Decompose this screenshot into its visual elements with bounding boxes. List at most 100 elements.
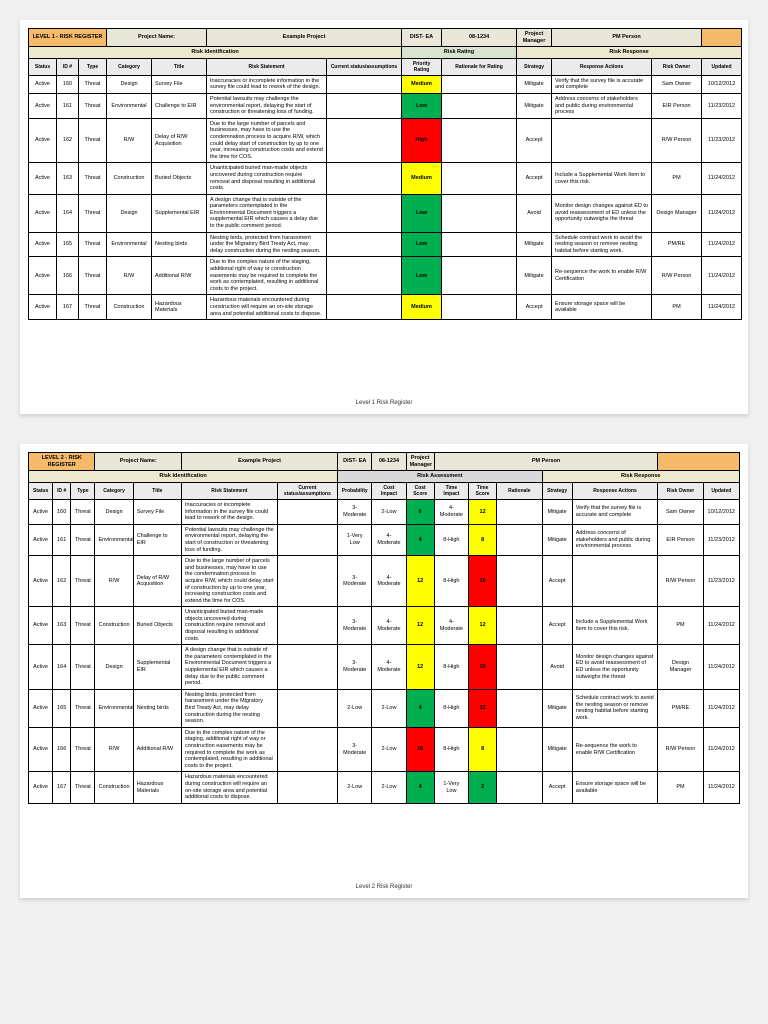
table-cell: 8-High xyxy=(434,645,468,690)
table-cell: Supplemental EIR xyxy=(152,194,207,232)
time-score-cell: 20 xyxy=(469,645,497,690)
table-cell: 11/24/2012 xyxy=(702,257,742,295)
table-cell xyxy=(327,194,402,232)
table-cell: Threat xyxy=(71,772,95,803)
table-cell xyxy=(497,524,542,555)
table-cell: Design Manager xyxy=(652,194,702,232)
table-cell: 8-High xyxy=(434,556,468,607)
table-cell: 2-Low xyxy=(372,727,406,772)
sec-response: Risk Response xyxy=(517,47,742,59)
table-cell: 3-Moderate xyxy=(338,499,372,524)
table-cell: PM xyxy=(652,295,702,320)
distea: 08-1234 xyxy=(442,29,517,47)
table-cell: 4-Moderate xyxy=(434,607,468,645)
col-header: Time Impact xyxy=(434,482,468,499)
cost-score-cell: 4 xyxy=(406,524,434,555)
table-cell: R/W xyxy=(95,727,133,772)
table-cell xyxy=(442,257,517,295)
level2-footer: Level 2 Risk Register xyxy=(28,884,740,890)
table-cell: A design change that is outside of the p… xyxy=(182,645,278,690)
table-cell: R/W Person xyxy=(658,727,703,772)
col-header: Type xyxy=(79,58,107,75)
table-cell: Accept xyxy=(542,607,572,645)
level1-footer: Level 1 Risk Register xyxy=(28,400,740,406)
table-cell: Hazardous Materials xyxy=(152,295,207,320)
table-cell: 3-Moderate xyxy=(338,607,372,645)
table-cell: Hazardous Materials xyxy=(133,772,181,803)
table-cell: 1-Very Low xyxy=(338,524,372,555)
table-cell: 3-Moderate xyxy=(338,645,372,690)
table-cell: 11/24/2012 xyxy=(703,772,739,803)
table-cell: Due to the complex nature of the staging… xyxy=(207,257,327,295)
table-cell: 163 xyxy=(57,163,79,194)
table-cell: Address concerns of stakeholders and pub… xyxy=(572,524,658,555)
table-cell: A design change that is outside of the p… xyxy=(207,194,327,232)
table-cell xyxy=(277,556,337,607)
priority-cell: Low xyxy=(402,194,442,232)
table-cell: 161 xyxy=(53,524,71,555)
priority-cell: Low xyxy=(402,232,442,257)
table-cell: 11/24/2012 xyxy=(702,163,742,194)
col-header: Risk Owner xyxy=(652,58,702,75)
table-cell: 164 xyxy=(53,645,71,690)
col-header: Updated xyxy=(702,58,742,75)
table-cell: Potential lawsuits may challenge the env… xyxy=(207,93,327,118)
table-cell: Construction xyxy=(107,163,152,194)
col-header: Title xyxy=(133,482,181,499)
table-cell: 163 xyxy=(53,607,71,645)
proj-name-label: Project Name: xyxy=(107,29,207,47)
table-cell: PM xyxy=(658,772,703,803)
table-cell: Accept xyxy=(517,163,552,194)
table-cell xyxy=(277,727,337,772)
table-cell: Due to the large number of parcels and b… xyxy=(207,118,327,163)
table-cell: 2-Low xyxy=(372,772,406,803)
col-header: Rationale xyxy=(497,482,542,499)
table-cell xyxy=(442,232,517,257)
table-cell: Active xyxy=(29,257,57,295)
table-cell: Additional R/W xyxy=(152,257,207,295)
col-header: Strategy xyxy=(517,58,552,75)
table-cell: Monitor design changes against ED to avo… xyxy=(572,645,658,690)
table-cell: EIR Person xyxy=(658,524,703,555)
table-cell: 8-High xyxy=(434,727,468,772)
priority-cell: Low xyxy=(402,257,442,295)
table-cell: 11/24/2012 xyxy=(702,295,742,320)
table-cell: 2-Low xyxy=(372,689,406,727)
table-cell: 4-Moderate xyxy=(372,607,406,645)
table-cell: Active xyxy=(29,556,53,607)
table-cell: 11/24/2012 xyxy=(703,727,739,772)
priority-cell: Low xyxy=(402,93,442,118)
time-score-cell: 2 xyxy=(469,772,497,803)
col-header: Strategy xyxy=(542,482,572,499)
col-header: Category xyxy=(95,482,133,499)
priority-cell: Medium xyxy=(402,295,442,320)
table-cell: Active xyxy=(29,232,57,257)
table-cell: Environmental xyxy=(107,93,152,118)
level1-table: LEVEL 1 - RISK REGISTER Project Name: Ex… xyxy=(28,28,742,320)
table-cell: Re-sequence the work to enable R/W Certi… xyxy=(572,727,658,772)
table-cell: 11/23/2012 xyxy=(703,524,739,555)
table-cell: 165 xyxy=(57,232,79,257)
proj-name: Example Project xyxy=(207,29,402,47)
table-cell xyxy=(442,93,517,118)
table-cell: 4-Moderate xyxy=(372,556,406,607)
table-cell xyxy=(497,772,542,803)
table-cell: Threat xyxy=(79,75,107,93)
pm2: PM Person xyxy=(434,453,658,471)
table-cell: R/W Person xyxy=(652,118,702,163)
table-cell: Inaccuracies or incomplete information i… xyxy=(207,75,327,93)
table-cell: 11/24/2012 xyxy=(703,689,739,727)
col-header: Current status/assumptions xyxy=(277,482,337,499)
table-cell: Survey File xyxy=(152,75,207,93)
table-cell: Sam Owner xyxy=(652,75,702,93)
sec-ident2: Risk Identification xyxy=(29,471,338,483)
table-cell: 162 xyxy=(53,556,71,607)
table-cell: PM/RE xyxy=(658,689,703,727)
table-cell: Inaccuracies or incomplete information i… xyxy=(182,499,278,524)
table-cell xyxy=(327,232,402,257)
proj-name-label2: Project Name: xyxy=(95,453,182,471)
table-cell: Mitigate xyxy=(517,93,552,118)
table-cell: Active xyxy=(29,75,57,93)
col-header: Cost Impact xyxy=(372,482,406,499)
pm: PM Person xyxy=(552,29,702,47)
